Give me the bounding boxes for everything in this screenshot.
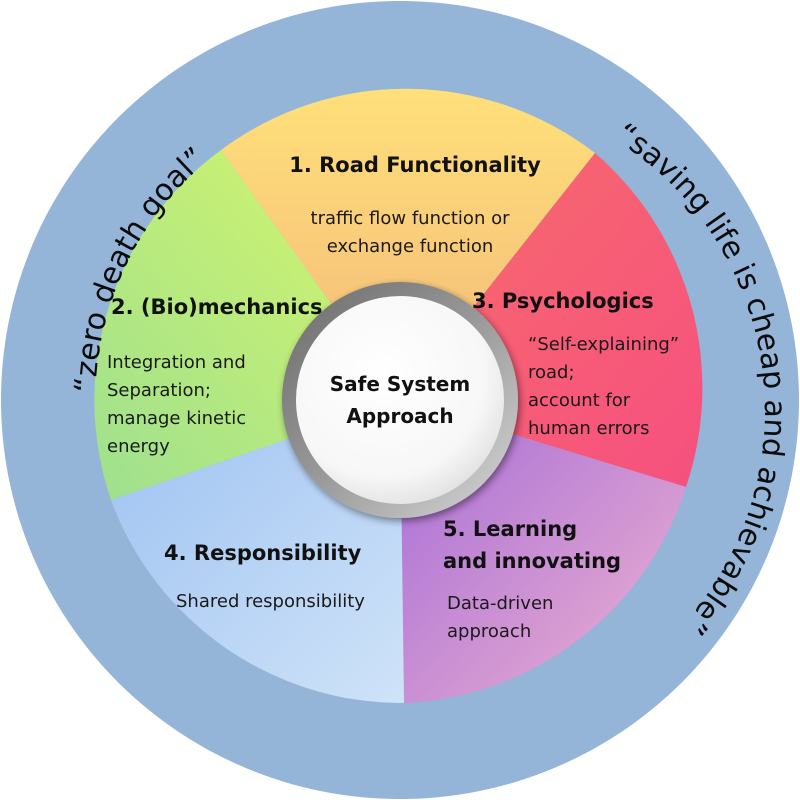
segment-road-functionality — [221, 88, 595, 401]
segment-road-functionality-title: 1. Road Functionality — [289, 153, 541, 177]
segment-psychologics-text: human errors — [528, 418, 649, 439]
segment-learning-innovating-text: Data-driven — [447, 593, 553, 614]
segment-responsibility-title: 4. Responsibility — [164, 541, 362, 565]
segment-psychologics-text: road; — [528, 362, 575, 383]
center-hub: Safe System Approach — [282, 282, 518, 518]
center-title-line2: Approach — [346, 404, 453, 428]
segment-biomechanics-text: manage kinetic — [107, 408, 246, 429]
center-disc — [296, 296, 504, 504]
center-title-line1: Safe System — [330, 372, 470, 396]
segment-responsibility-text: Shared responsibility — [176, 591, 365, 612]
segment-psychologics-text: account for — [528, 390, 631, 411]
segment-learning-innovating-title: 5. Learning — [443, 517, 577, 541]
segment-biomechanics-text: energy — [107, 436, 170, 457]
segment-biomechanics-title: 2. (Bio)mechanics — [111, 295, 323, 319]
segment-psychologics-title: 3. Psychologics — [472, 289, 654, 313]
segment-learning-innovating-text: approach — [447, 621, 531, 642]
segment-road-functionality-text: traffic flow function or — [311, 208, 511, 229]
segment-road-functionality-text: exchange function — [327, 236, 494, 257]
segment-biomechanics-text: Integration and — [107, 352, 246, 373]
segment-biomechanics-text: Separation; — [107, 380, 211, 401]
segment-learning-innovating-title: and innovating — [443, 549, 621, 573]
segment-psychologics-text: “Self-explaining” — [528, 334, 679, 355]
